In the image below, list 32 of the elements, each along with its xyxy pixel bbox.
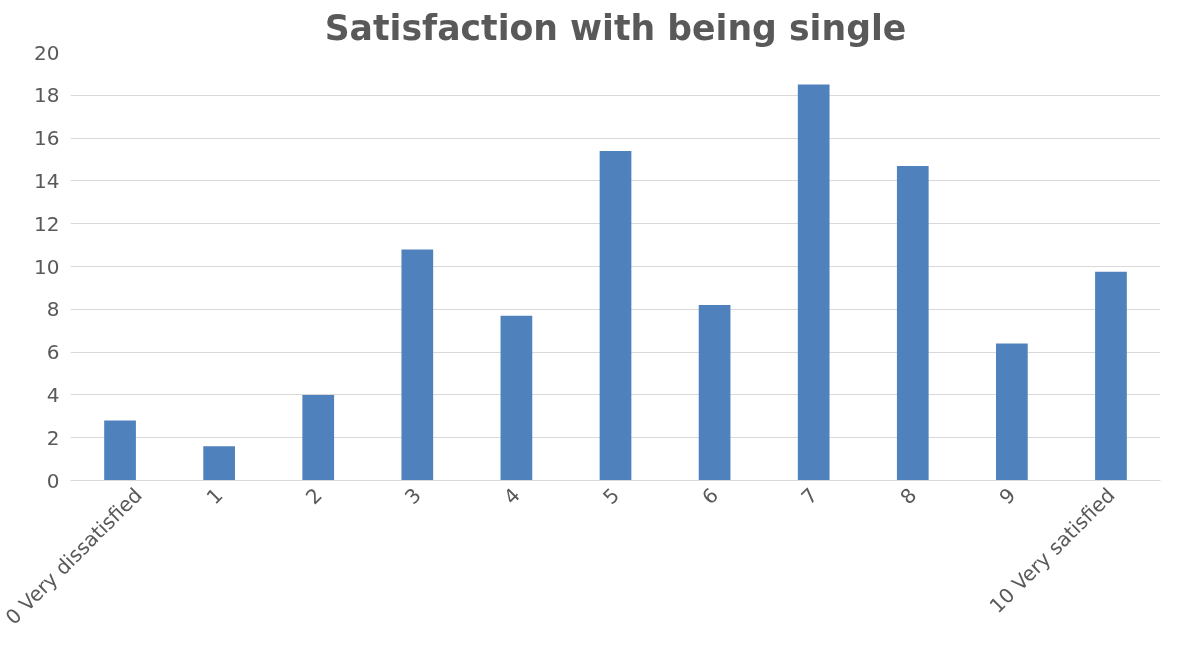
y-tick-label: 4 — [46, 382, 60, 407]
x-tick-label: 5 — [598, 483, 624, 509]
bar — [698, 305, 731, 481]
bar — [302, 394, 335, 481]
x-tick-label: 1 — [201, 483, 228, 509]
x-tick-label: 9 — [994, 483, 1021, 509]
bar — [896, 165, 929, 481]
y-tick-label: 10 — [34, 254, 60, 279]
y-tick-label: 20 — [34, 40, 60, 65]
bar — [599, 150, 632, 481]
y-tick-label: 18 — [34, 83, 60, 108]
x-tick-label: 4 — [498, 483, 525, 509]
y-tick-label: 14 — [34, 168, 60, 193]
y-tick-label: 0 — [46, 468, 60, 493]
x-tick-label: 7 — [796, 483, 823, 509]
y-tick-label: 8 — [46, 297, 60, 322]
y-tick-label: 2 — [46, 425, 60, 450]
chart-title: Satisfaction with being single — [324, 7, 907, 48]
bar — [797, 84, 830, 481]
bar — [996, 343, 1028, 481]
x-tick-label: 8 — [895, 483, 922, 509]
y-tick-label: 12 — [34, 211, 60, 236]
x-tick-label: 3 — [399, 483, 426, 509]
bar — [500, 315, 533, 481]
x-tick-label: 2 — [300, 483, 327, 509]
y-tick-label: 6 — [46, 340, 60, 365]
x-tick-label: 6 — [697, 483, 724, 509]
bar — [401, 249, 434, 481]
bar — [104, 420, 136, 481]
y-tick-label: 16 — [34, 126, 60, 151]
bar — [1095, 271, 1127, 481]
bar — [203, 446, 235, 481]
